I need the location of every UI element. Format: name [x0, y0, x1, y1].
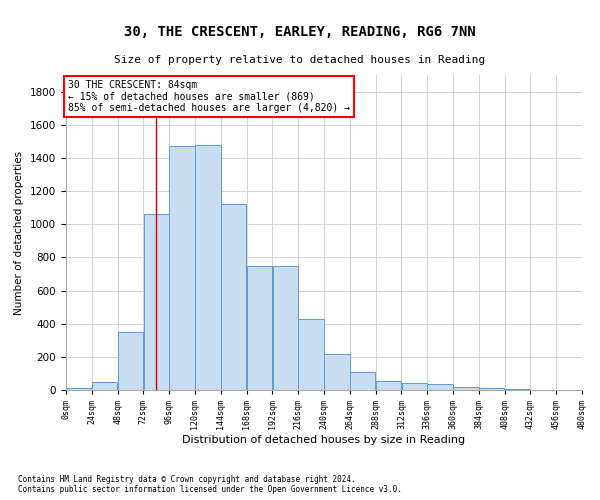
Bar — [169, 146, 195, 390]
Text: Contains public sector information licensed under the Open Government Licence v3: Contains public sector information licen… — [18, 486, 402, 494]
Bar — [427, 384, 453, 390]
Text: Size of property relative to detached houses in Reading: Size of property relative to detached ho… — [115, 55, 485, 65]
Text: 30, THE CRESCENT, EARLEY, READING, RG6 7NN: 30, THE CRESCENT, EARLEY, READING, RG6 7… — [124, 25, 476, 39]
Bar — [350, 372, 376, 390]
Text: 30 THE CRESCENT: 84sqm
← 15% of detached houses are smaller (869)
85% of semi-de: 30 THE CRESCENT: 84sqm ← 15% of detached… — [68, 80, 350, 113]
Y-axis label: Number of detached properties: Number of detached properties — [14, 150, 25, 314]
Text: Contains HM Land Registry data © Crown copyright and database right 2024.: Contains HM Land Registry data © Crown c… — [18, 476, 356, 484]
Bar — [453, 386, 479, 390]
Bar — [505, 389, 530, 390]
Bar — [479, 388, 505, 390]
X-axis label: Distribution of detached houses by size in Reading: Distribution of detached houses by size … — [182, 434, 466, 444]
Bar — [324, 354, 350, 390]
Bar — [376, 381, 401, 390]
Bar — [298, 318, 324, 390]
Bar — [221, 204, 247, 390]
Bar — [401, 384, 427, 390]
Bar — [143, 214, 169, 390]
Bar — [195, 144, 221, 390]
Bar — [272, 266, 298, 390]
Bar — [247, 266, 272, 390]
Bar — [66, 388, 92, 390]
Bar — [92, 382, 118, 390]
Bar — [118, 332, 143, 390]
